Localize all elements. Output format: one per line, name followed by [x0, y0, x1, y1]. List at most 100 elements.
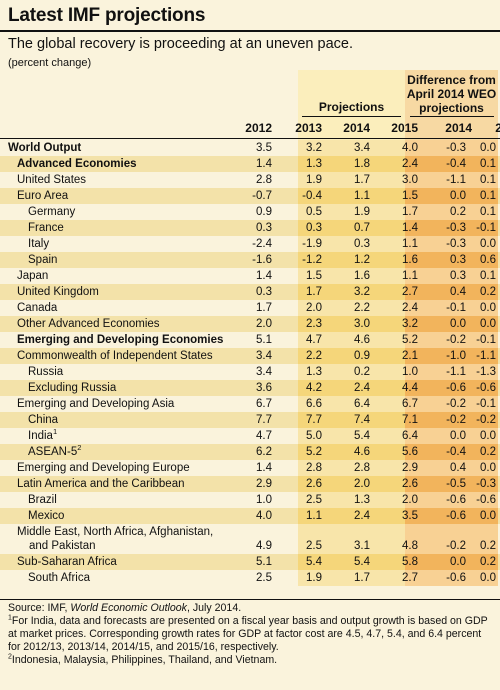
value-cell: 6.4	[402, 430, 418, 442]
projections-column-bg	[298, 236, 405, 252]
value-cell: 0.0	[480, 142, 496, 154]
value-cell: 3.0	[354, 318, 370, 330]
value-cell: 1.9	[306, 572, 322, 584]
table-row: Emerging and Developing Asia 6.7 6.6 6.4 6.7…	[0, 396, 500, 412]
value-cell: -0.6	[446, 510, 466, 522]
value-cell: 1.1	[402, 270, 418, 282]
value-cell: 7.7	[256, 414, 272, 426]
value-cell: 0.9	[354, 350, 370, 362]
value-cell: 0.3	[450, 270, 466, 282]
difference-column-bg	[405, 268, 498, 284]
row-label: Latin America and the Caribbean	[17, 478, 185, 490]
value-cell: 3.2	[354, 286, 370, 298]
projections-column-bg	[298, 476, 405, 492]
table-row: South Africa 2.5 1.9 1.7 2.7 -0.6 0.0	[0, 570, 500, 586]
row-label: Brazil	[28, 494, 57, 506]
value-cell: 0.1	[480, 158, 496, 170]
projections-column-bg	[298, 252, 405, 268]
value-cell: 0.0	[450, 190, 466, 202]
value-cell: 0.1	[480, 190, 496, 202]
table-row: Other Advanced Economies 2.0 2.3 3.0 3.2 0.0 0…	[0, 316, 500, 332]
value-cell: 2.1	[402, 350, 418, 362]
value-cell: 4.0	[402, 142, 418, 154]
table-row: Mexico 4.0 1.1 2.4 3.5 -0.6 0.0	[0, 508, 500, 524]
projections-column-bg	[298, 172, 405, 188]
projections-column-bg	[298, 508, 405, 524]
table-row: Commonwealth of Independent States 3.4 2.2…	[0, 348, 500, 364]
table-row: Sub-Saharan Africa 5.1 5.4 5.4 5.8 0.0 0.2	[0, 554, 500, 570]
row-label: Russia	[28, 366, 64, 378]
projections-column-bg	[298, 428, 405, 444]
projections-column-bg	[298, 396, 405, 412]
value-cell: 1.0	[256, 494, 272, 506]
difference-column-bg	[405, 396, 498, 412]
table-row: Canada 1.7 2.0 2.2 2.4 -0.1 0.0	[0, 300, 500, 316]
diff-2014-header: 2014	[445, 121, 472, 135]
row-label: Italy	[28, 238, 50, 250]
value-cell: 0.0	[480, 318, 496, 330]
value-cell: 1.7	[354, 174, 370, 186]
value-cell: 2.4	[354, 510, 370, 522]
projections-header: Projections	[318, 100, 385, 114]
table-row: Emerging and Developing Economies 5.1 4.7 4…	[0, 332, 500, 348]
difference-column-bg	[405, 252, 498, 268]
value-cell: 1.6	[402, 254, 418, 266]
row-label: Mexico	[28, 510, 65, 522]
projections-column-bg	[298, 268, 405, 284]
table-row: Excluding Russia 3.6 4.2 2.4 4.4 -0.6 -0.6	[0, 380, 500, 396]
row-label: United Kingdom	[17, 286, 99, 298]
value-cell: 4.2	[306, 382, 322, 394]
value-cell: -1.1	[446, 366, 466, 378]
value-cell: -0.6	[446, 382, 466, 394]
table-row: China 7.7 7.7 7.4 7.1 -0.2 -0.2	[0, 412, 500, 428]
table-row: United States 2.8 1.9 1.7 3.0 -1.1 0.1	[0, 172, 500, 188]
value-cell: 0.3	[256, 286, 272, 298]
row-label: Commonwealth of Independent States	[17, 350, 213, 362]
footnote-2: 2Indonesia, Malaysia, Philippines, Thail…	[8, 653, 278, 666]
value-cell: 4.0	[256, 510, 272, 522]
value-cell: 2.7	[402, 572, 418, 584]
value-cell: -0.3	[476, 478, 496, 490]
projections-column-bg	[298, 316, 405, 332]
value-cell: 0.2	[480, 556, 496, 568]
row-label: Other Advanced Economies	[17, 318, 160, 330]
value-cell: 6.7	[256, 398, 272, 410]
row-label: Advanced Economies	[17, 158, 137, 170]
difference-column-bg	[405, 284, 498, 300]
table-row: Italy -2.4 -1.9 0.3 1.1 -0.3 0.0	[0, 236, 500, 252]
value-cell: 0.3	[306, 222, 322, 234]
difference-column-bg	[405, 554, 498, 570]
value-cell: 2.0	[402, 494, 418, 506]
value-cell: 0.0	[450, 318, 466, 330]
value-cell: 2.9	[402, 462, 418, 474]
difference-header: Difference from April 2014 WEO projectio…	[406, 73, 497, 115]
projections-column-bg	[298, 220, 405, 236]
table-row: Brazil 1.0 2.5 1.3 2.0 -0.6 -0.6	[0, 492, 500, 508]
value-cell: 2.2	[306, 350, 322, 362]
table-row: Latin America and the Caribbean 2.9 2.6 2.0…	[0, 476, 500, 492]
value-cell: 3.4	[256, 350, 272, 362]
value-cell: 1.3	[306, 366, 322, 378]
diff-2015-header: 2015	[495, 121, 500, 135]
value-cell: 0.4	[450, 286, 466, 298]
value-cell: 5.4	[354, 430, 370, 442]
year-2013-header: 2013	[295, 121, 322, 135]
difference-column-bg	[405, 172, 498, 188]
value-cell: -0.6	[476, 382, 496, 394]
value-cell: 1.3	[306, 158, 322, 170]
value-cell: 5.1	[256, 334, 272, 346]
value-cell: 3.4	[256, 366, 272, 378]
row-label: Middle East, North Africa, Afghanistan, a…	[17, 526, 214, 552]
value-cell: -0.1	[476, 334, 496, 346]
value-cell: 1.6	[354, 270, 370, 282]
value-cell: 2.4	[402, 158, 418, 170]
value-cell: -1.6	[252, 254, 272, 266]
value-cell: 5.8	[402, 556, 418, 568]
year-2012-header: 2012	[245, 121, 272, 135]
value-cell: 2.4	[354, 382, 370, 394]
projections-column-bg	[298, 380, 405, 396]
value-cell: -0.1	[476, 398, 496, 410]
value-cell: 5.4	[306, 556, 322, 568]
value-cell: 2.5	[306, 494, 322, 506]
